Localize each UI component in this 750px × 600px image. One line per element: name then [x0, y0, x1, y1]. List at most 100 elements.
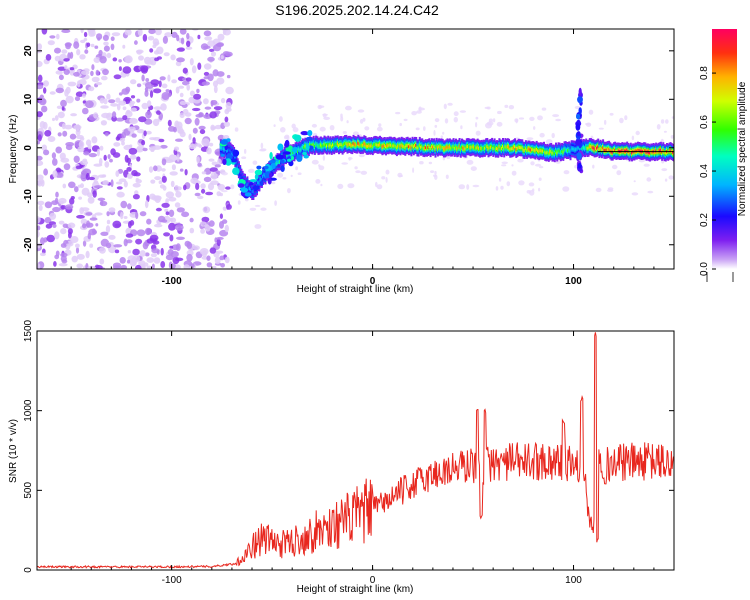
noise-speck [539, 166, 544, 169]
noise-blob [149, 137, 157, 141]
noise-speck [345, 105, 352, 111]
spectrogram-noise [37, 29, 674, 269]
ridge-cell [393, 143, 396, 147]
x-tick-label: 100 [565, 575, 582, 586]
noise-blob [159, 76, 166, 81]
noise-speck [530, 161, 535, 166]
noise-blob [106, 93, 111, 100]
ridge-cell [569, 150, 572, 154]
noise-blob [118, 59, 122, 63]
ridge-cell [505, 146, 508, 150]
noise-blob [134, 190, 139, 196]
x-tick-label: -100 [162, 276, 182, 287]
noise-blob [144, 252, 150, 257]
ridge-cell [382, 144, 385, 148]
noise-blob [144, 200, 149, 209]
ridge-lump [249, 179, 257, 183]
noise-speck [319, 126, 326, 132]
noise-blob [216, 238, 221, 247]
ridge-cell [596, 146, 598, 150]
ridge-cell [368, 144, 371, 148]
ridge-lump [277, 164, 281, 168]
noise-blob [209, 167, 218, 173]
noise-blob [112, 220, 122, 229]
noise-blob [207, 56, 215, 62]
noise-blob [155, 207, 162, 212]
noise-blob [192, 137, 196, 144]
noise-blob [105, 225, 111, 234]
ridge-cell [312, 142, 315, 146]
noise-speck [486, 106, 491, 110]
noise-blob [37, 84, 44, 90]
ridge-cell [360, 143, 363, 147]
noise-blob [149, 48, 154, 53]
noise-speck [322, 155, 326, 161]
ridge-lump [225, 158, 232, 166]
ridge-cell [626, 148, 629, 152]
noise-blob [192, 107, 201, 112]
noise-speck [635, 130, 640, 136]
noise-blob [61, 123, 66, 130]
spike-cell [577, 96, 583, 104]
noise-blob [199, 129, 206, 135]
noise-blob [203, 76, 210, 80]
noise-blob [88, 176, 95, 181]
ridge-cell [229, 149, 232, 153]
noise-blob [86, 42, 91, 48]
noise-speck [501, 164, 507, 167]
noise-speck [500, 185, 504, 190]
ridge-lump [302, 151, 307, 156]
ridge-lump [237, 183, 245, 188]
noise-blob [186, 84, 190, 91]
noise-blob [192, 127, 198, 134]
ridge-cell [537, 149, 539, 153]
noise-blob [136, 50, 142, 55]
noise-blob [62, 183, 67, 189]
noise-blob [150, 148, 155, 152]
ridge-lump [268, 160, 276, 164]
noise-speck [295, 166, 298, 171]
noise-blob [130, 95, 136, 99]
ridge-cell [376, 143, 379, 147]
noise-blob [171, 79, 178, 84]
ridge-cell [245, 184, 248, 188]
ridge-cell [485, 145, 488, 149]
ridge-cell [335, 142, 338, 146]
noise-blob [153, 88, 162, 94]
ridge-cell [430, 145, 433, 149]
ridge-cell [336, 142, 339, 146]
y-tick-label: 500 [23, 482, 34, 499]
ridge-cell [656, 150, 659, 154]
ridge-cell [311, 144, 314, 148]
ridge-cell [522, 148, 525, 152]
noise-blob [80, 207, 90, 212]
ridge-cell [644, 149, 647, 153]
ridge-cell [475, 146, 478, 150]
ridge-lump [279, 159, 285, 164]
noise-blob [152, 118, 160, 127]
ridge-cell [546, 150, 549, 154]
noise-speck [376, 126, 383, 132]
ridge-cell [496, 147, 498, 150]
noise-speck [311, 123, 317, 128]
noise-speck [511, 164, 514, 167]
ridge-cell [510, 147, 513, 151]
noise-speck [458, 184, 466, 190]
noise-blob [132, 248, 140, 256]
ridge-cell [573, 147, 576, 151]
noise-blob [38, 98, 47, 106]
noise-blob [90, 43, 95, 48]
noise-blob [100, 231, 109, 236]
noise-blob [184, 240, 191, 247]
colorbar-tick-label: 0.2 [699, 213, 710, 227]
ridge-cell [332, 143, 334, 147]
spike-cell [575, 123, 581, 131]
noise-blob [43, 80, 49, 87]
noise-speck [460, 125, 463, 130]
noise-blob [165, 198, 169, 204]
noise-speck [395, 111, 401, 115]
noise-blob [37, 174, 44, 181]
ridge-cell [303, 146, 306, 150]
noise-speck [592, 164, 595, 169]
